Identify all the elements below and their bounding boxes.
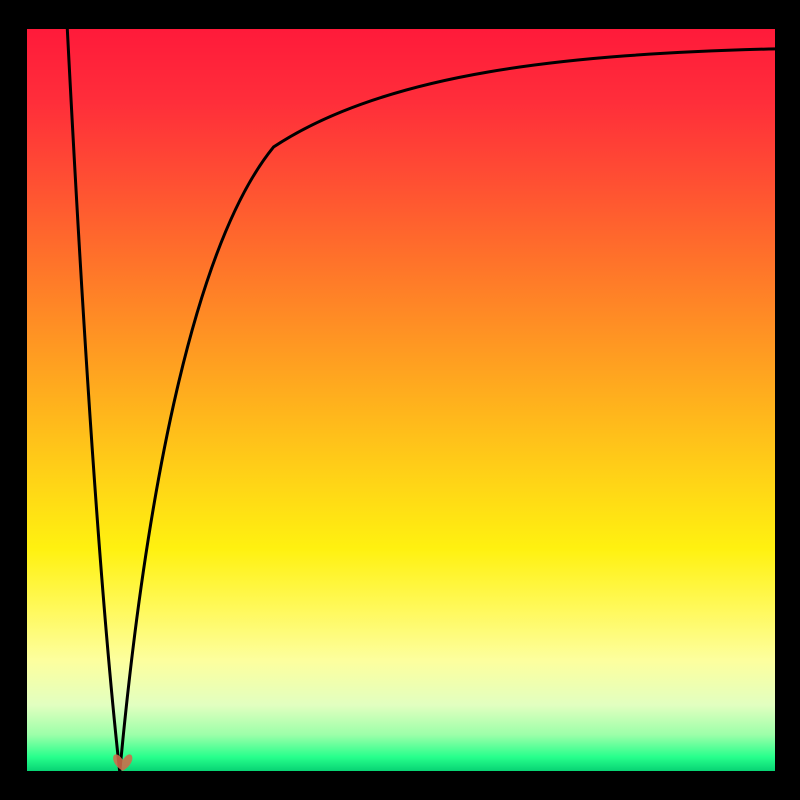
bottleneck-chart: [0, 0, 800, 800]
attribution-text: TheBottleneck.com: [598, 4, 790, 30]
plot-gradient-background: [26, 28, 776, 772]
chart-stage: TheBottleneck.com: [0, 0, 800, 800]
